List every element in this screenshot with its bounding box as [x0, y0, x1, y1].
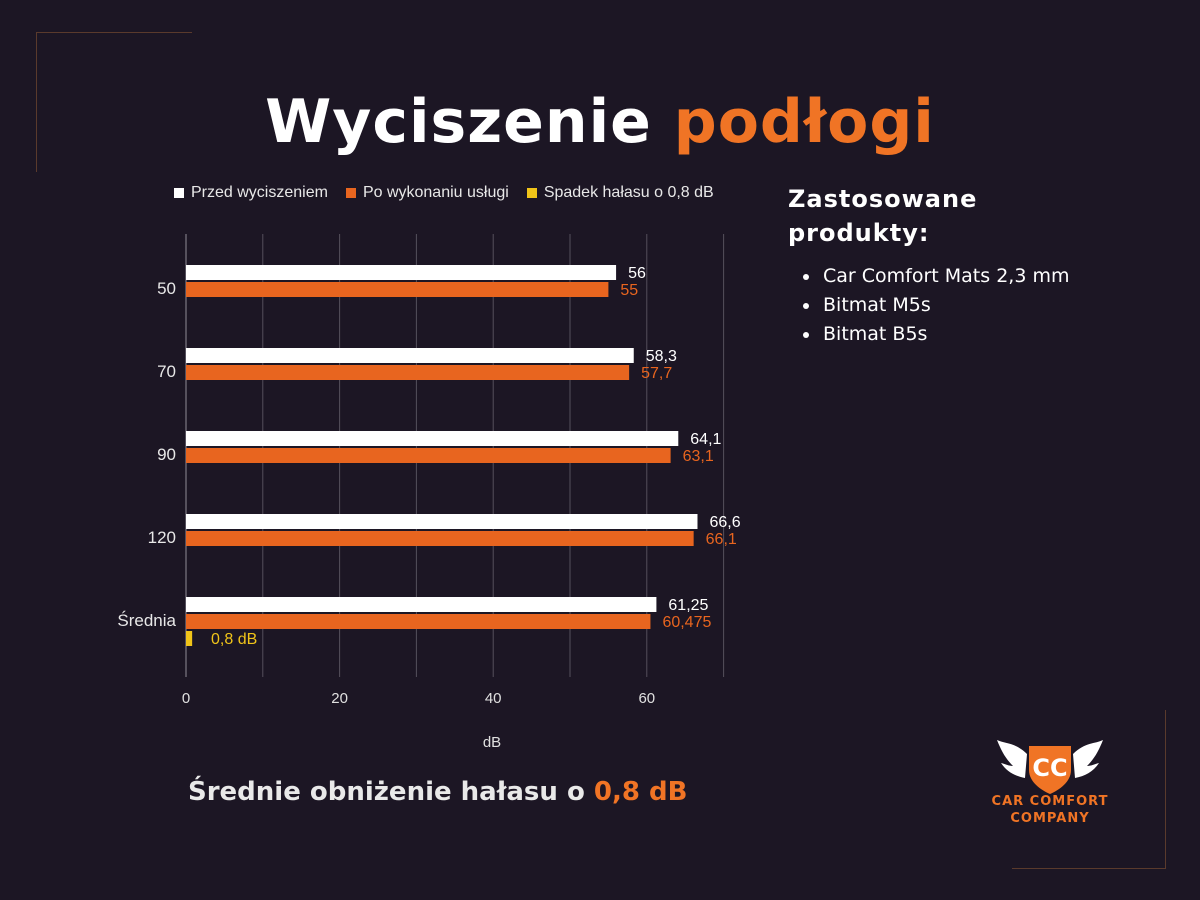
winged-shield-icon: CC: [997, 740, 1103, 794]
x-axis-label: dB: [483, 734, 501, 751]
logo-text-line1: CAR COMFORT: [991, 794, 1109, 809]
bullet-icon: [803, 274, 809, 280]
bar: [186, 348, 634, 363]
data-label: 64,1: [690, 431, 721, 448]
frame-corner-top-left-v: [36, 32, 37, 172]
legend-item-drop: Spadek hałasu o 0,8 dB: [526, 184, 714, 202]
legend-label-before: Przed wyciszeniem: [191, 184, 328, 201]
y-category-label: 70: [157, 362, 176, 381]
x-tick-label: 20: [331, 690, 348, 707]
data-label: 57,7: [641, 365, 672, 382]
data-label: 0,8 dB: [211, 631, 257, 648]
y-category-label: 120: [148, 528, 176, 547]
bar: [186, 265, 617, 280]
summary-accent: 0,8 dB: [593, 777, 688, 807]
bar: [186, 631, 193, 646]
bar: [186, 431, 679, 446]
products-heading: Zastosowane produkty:: [788, 185, 978, 247]
logo-monogram: CC: [1032, 754, 1067, 782]
data-label: 63,1: [683, 448, 714, 465]
bar: [186, 614, 651, 629]
data-label: 56: [628, 265, 646, 282]
data-label: 60,475: [662, 614, 711, 631]
legend-swatch-before: [174, 188, 184, 198]
chart-legend: Przed wyciszeniem Po wykonaniu usługi Sp…: [174, 183, 714, 203]
page-title: Wyciszenie podłogi: [0, 82, 1200, 162]
frame-corner-bottom-right-h: [1012, 868, 1166, 869]
legend-label-drop: Spadek hałasu o 0,8 dB: [543, 184, 714, 201]
bar: [186, 365, 630, 380]
summary-text: Średnie obniżenie hałasu o 0,8 dB: [188, 774, 687, 810]
data-label: 55: [620, 282, 638, 299]
data-label: 66,1: [706, 531, 737, 548]
title-accent: podłogi: [673, 87, 935, 157]
bar: [186, 282, 609, 297]
product-label: Bitmat B5s: [823, 323, 928, 345]
product-item: Bitmat M5s: [800, 291, 1069, 320]
logo-text-line2: COMPANY: [1010, 811, 1090, 826]
bar: [186, 597, 657, 612]
legend-swatch-drop: [526, 188, 537, 198]
x-tick-label: 60: [638, 690, 655, 707]
legend-swatch-after: [345, 188, 356, 198]
y-category-label: Średnia: [117, 611, 176, 630]
product-label: Bitmat M5s: [823, 294, 931, 316]
bar: [186, 531, 694, 546]
data-label: 61,25: [668, 597, 708, 614]
frame-corner-top-left-h: [36, 32, 192, 33]
x-tick-label: 0: [182, 690, 190, 707]
data-label: 58,3: [646, 348, 677, 365]
x-tick-label: 40: [485, 690, 502, 707]
legend-item-before: Przed wyciszeniem: [174, 184, 328, 202]
summary-main: Średnie obniżenie hałasu o: [188, 777, 585, 807]
legend-item-after: Po wykonaniu usługi: [345, 184, 509, 202]
bar: [186, 448, 671, 463]
legend-label-after: Po wykonaniu usługi: [362, 184, 509, 201]
bar: [186, 514, 698, 529]
data-label: 66,6: [709, 514, 740, 531]
products-list: Car Comfort Mats 2,3 mm Bitmat M5s Bitma…: [800, 262, 1069, 349]
bullet-icon: [803, 332, 809, 338]
frame-corner-bottom-right-v: [1165, 710, 1166, 869]
product-label: Car Comfort Mats 2,3 mm: [823, 265, 1070, 287]
y-category-label: 50: [157, 279, 176, 298]
title-main: Wyciszenie: [265, 87, 652, 157]
bullet-icon: [803, 303, 809, 309]
product-item: Car Comfort Mats 2,3 mm: [800, 262, 1069, 291]
product-item: Bitmat B5s: [800, 320, 1069, 349]
company-logo: CC CAR COMFORT COMPANY: [975, 736, 1125, 832]
y-category-label: 90: [157, 445, 176, 464]
